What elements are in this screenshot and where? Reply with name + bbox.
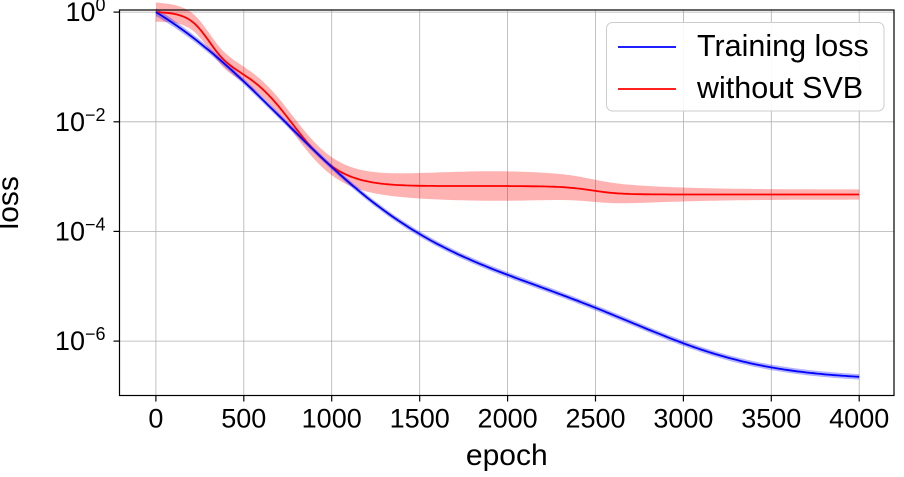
svg-text:Training loss: Training loss xyxy=(697,29,869,63)
svg-text:1500: 1500 xyxy=(390,404,450,434)
svg-text:2500: 2500 xyxy=(565,404,625,434)
svg-text:3000: 3000 xyxy=(653,404,713,434)
svg-text:epoch: epoch xyxy=(466,439,548,472)
svg-text:1000: 1000 xyxy=(302,404,362,434)
svg-text:loss: loss xyxy=(0,176,25,229)
svg-text:4000: 4000 xyxy=(829,404,889,434)
svg-text:3500: 3500 xyxy=(741,404,801,434)
svg-text:without SVB: without SVB xyxy=(696,71,863,105)
svg-text:500: 500 xyxy=(221,404,266,434)
svg-text:2000: 2000 xyxy=(478,404,538,434)
svg-text:0: 0 xyxy=(148,404,163,434)
